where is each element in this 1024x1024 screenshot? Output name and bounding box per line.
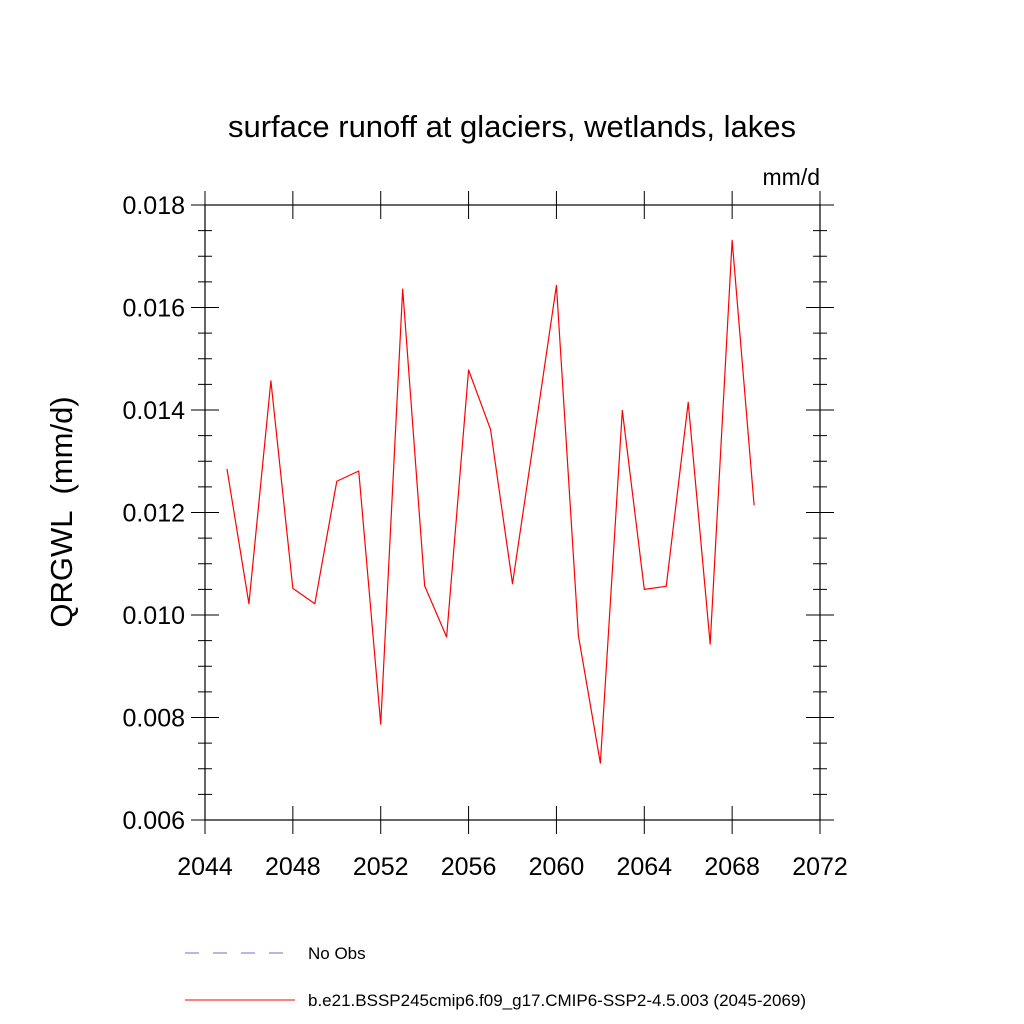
series-layer	[226, 239, 755, 764]
x-tick-label: 2044	[177, 853, 233, 881]
y-tick-label: 0.010	[122, 602, 185, 630]
legend-label: b.e21.BSSP245cmip6.f09_g17.CMIP6-SSP2-4.…	[308, 991, 806, 1010]
x-tick-label: 2072	[792, 853, 848, 881]
y-axis-label: QRGWL (mm/d)	[44, 396, 79, 627]
units-label: mm/d	[763, 164, 821, 190]
x-tick-label: 2048	[265, 853, 321, 881]
x-tick-label: 2068	[704, 853, 760, 881]
legend: No Obs b.e21.BSSP245cmip6.f09_g17.CMIP6-S…	[185, 944, 806, 1010]
y-axis: 0.006 0.008 0.010 0.012 0.014 0.016 0.018	[122, 192, 834, 835]
x-tick-label: 2056	[441, 853, 497, 881]
x-axis: 2044 2048 2052 2056 2060 2064 2068 2072	[177, 191, 848, 881]
series-line	[226, 239, 755, 764]
y-tick-label: 0.016	[122, 295, 185, 323]
x-tick-label: 2064	[616, 853, 672, 881]
y-tick-label: 0.008	[122, 705, 185, 733]
y-tick-label: 0.014	[122, 397, 185, 425]
plot-frame	[204, 204, 821, 821]
x-tick-label: 2060	[529, 853, 585, 881]
x-tick-label: 2052	[353, 853, 409, 881]
legend-label: No Obs	[308, 944, 366, 963]
chart-title: surface runoff at glaciers, wetlands, la…	[228, 109, 796, 144]
y-tick-label: 0.006	[122, 807, 185, 835]
y-tick-label: 0.012	[122, 500, 185, 528]
y-tick-label: 0.018	[122, 192, 185, 220]
